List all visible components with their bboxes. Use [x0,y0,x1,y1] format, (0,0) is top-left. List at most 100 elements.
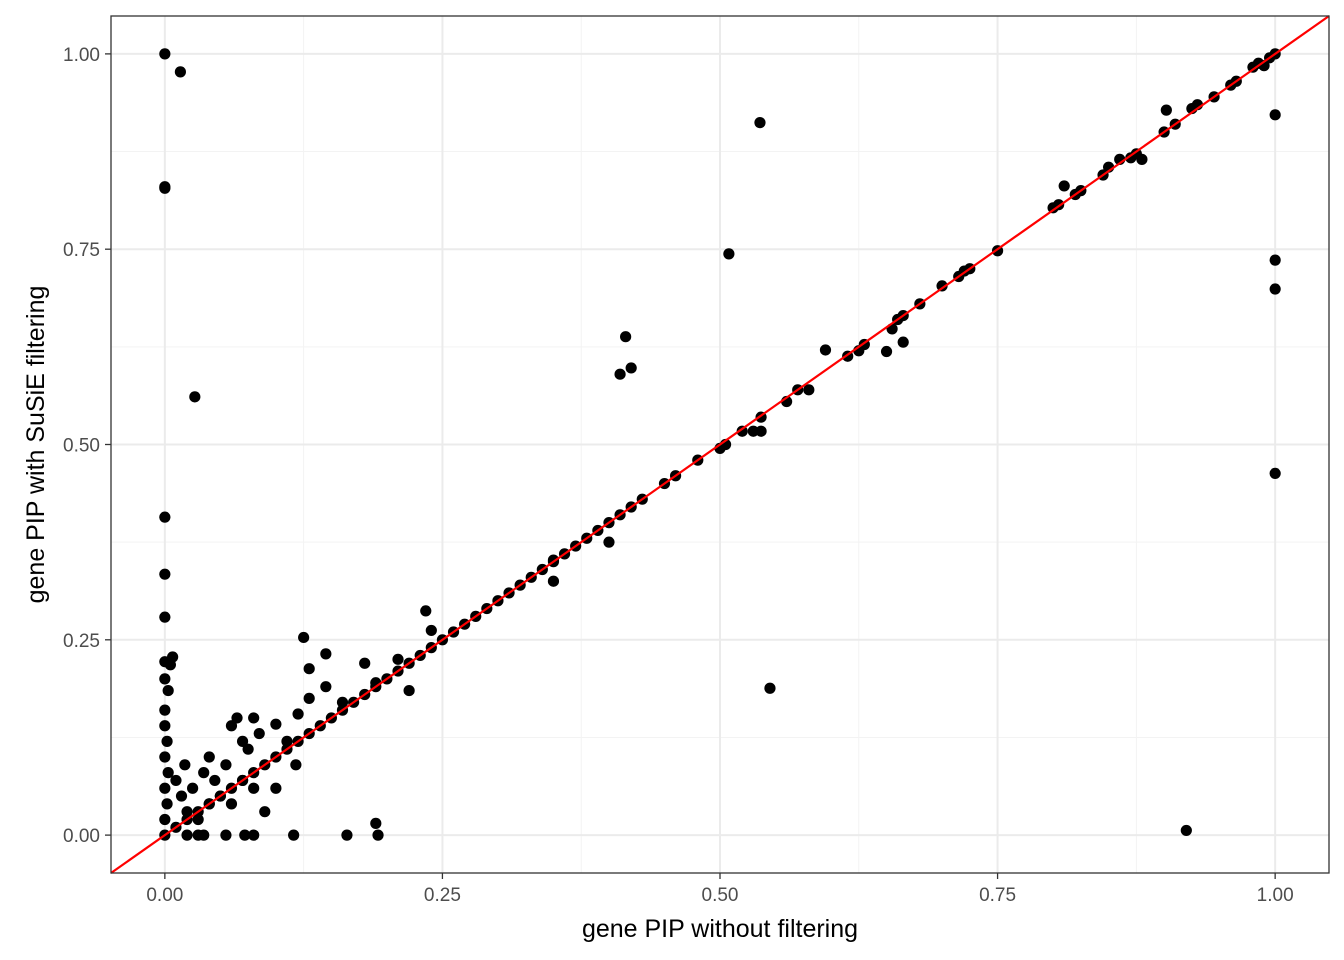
reference-line [110,15,1330,874]
data-point [425,624,437,637]
data-point [209,774,221,787]
data-point [159,782,171,794]
data-point [290,759,302,771]
x-tick-label: 0.25 [424,885,461,906]
data-point [225,798,238,810]
data-point [198,829,210,841]
data-point [336,696,349,708]
y-axis-title: gene PIP with SuSiE filtering [22,286,50,604]
data-point [239,829,251,841]
data-point [179,759,191,771]
data-point [298,631,310,644]
data-point [359,657,371,669]
x-tick-label: 0.50 [702,885,739,906]
data-point [159,813,171,826]
data-point [281,735,293,747]
data-point [159,751,171,763]
data-point [242,743,254,755]
data-point [192,813,204,826]
data-point [220,759,232,771]
data-point [270,782,282,794]
data-point [292,708,304,720]
data-point [159,511,171,523]
data-point [187,782,199,794]
y-tick-label: 0.00 [63,826,100,847]
data-point [1269,283,1281,295]
y-tick-label: 1.00 [63,45,100,66]
data-point [303,663,315,675]
data-point [248,829,260,841]
data-point [159,673,171,685]
data-point [603,536,615,548]
y-tick-label: 0.75 [63,240,100,261]
data-point [181,829,193,841]
x-tick-label: 0.00 [146,885,183,906]
data-point [159,611,171,623]
data-point [198,767,210,779]
data-point [288,829,300,841]
data-point [614,368,626,380]
data-point [159,48,171,60]
data-point [175,790,188,802]
data-point [372,829,384,841]
data-point [203,751,215,763]
data-point [159,182,171,194]
data-point [1058,180,1070,192]
x-tick-label: 1.00 [1257,885,1294,906]
data-point [625,362,637,374]
data-point [320,681,332,693]
data-point [754,117,766,129]
data-point [897,336,909,348]
y-axis: 0.00 0.25 0.50 0.75 1.00 [63,45,111,847]
data-point [161,735,173,747]
x-tick-label: 0.75 [979,885,1016,906]
data-point [403,684,415,697]
data-point [162,684,174,697]
data-point [755,425,767,437]
data-point [392,653,404,665]
data-point [253,727,265,740]
data-point [231,712,243,724]
data-point [236,735,249,747]
data-point [1180,824,1192,837]
data-point [1160,104,1172,116]
data-point [1136,153,1148,165]
data-point [248,712,260,724]
data-point [1269,467,1281,480]
data-point [370,817,382,829]
data-point [170,774,182,787]
data-point [320,648,332,660]
data-point [174,66,186,78]
data-point [736,425,748,437]
data-point [764,682,776,694]
data-point [270,718,282,730]
data-point [1269,254,1281,266]
data-point [181,806,193,818]
data-point [880,345,893,358]
data-point [1269,109,1281,121]
data-point [803,384,815,396]
x-axis-title: gene PIP without filtering [582,915,858,943]
data-point [547,575,560,587]
data-point [819,344,832,356]
y-tick-label: 0.50 [63,436,100,457]
data-point [161,798,173,810]
data-point [159,720,171,732]
data-point [420,605,432,617]
data-point [159,704,171,716]
data-point [248,782,260,794]
x-axis: 0.00 0.25 0.50 0.75 1.00 [146,873,1294,906]
data-point [159,568,171,580]
data-point [620,331,632,343]
data-point [723,248,735,260]
data-point [162,767,174,779]
data-point [747,425,759,437]
data-point [259,806,271,818]
data-point [225,720,238,732]
y-tick-label: 0.25 [63,631,100,652]
data-point [303,692,315,704]
reference-line-group [110,15,1330,874]
data-point [341,829,353,841]
data-point [164,659,177,671]
